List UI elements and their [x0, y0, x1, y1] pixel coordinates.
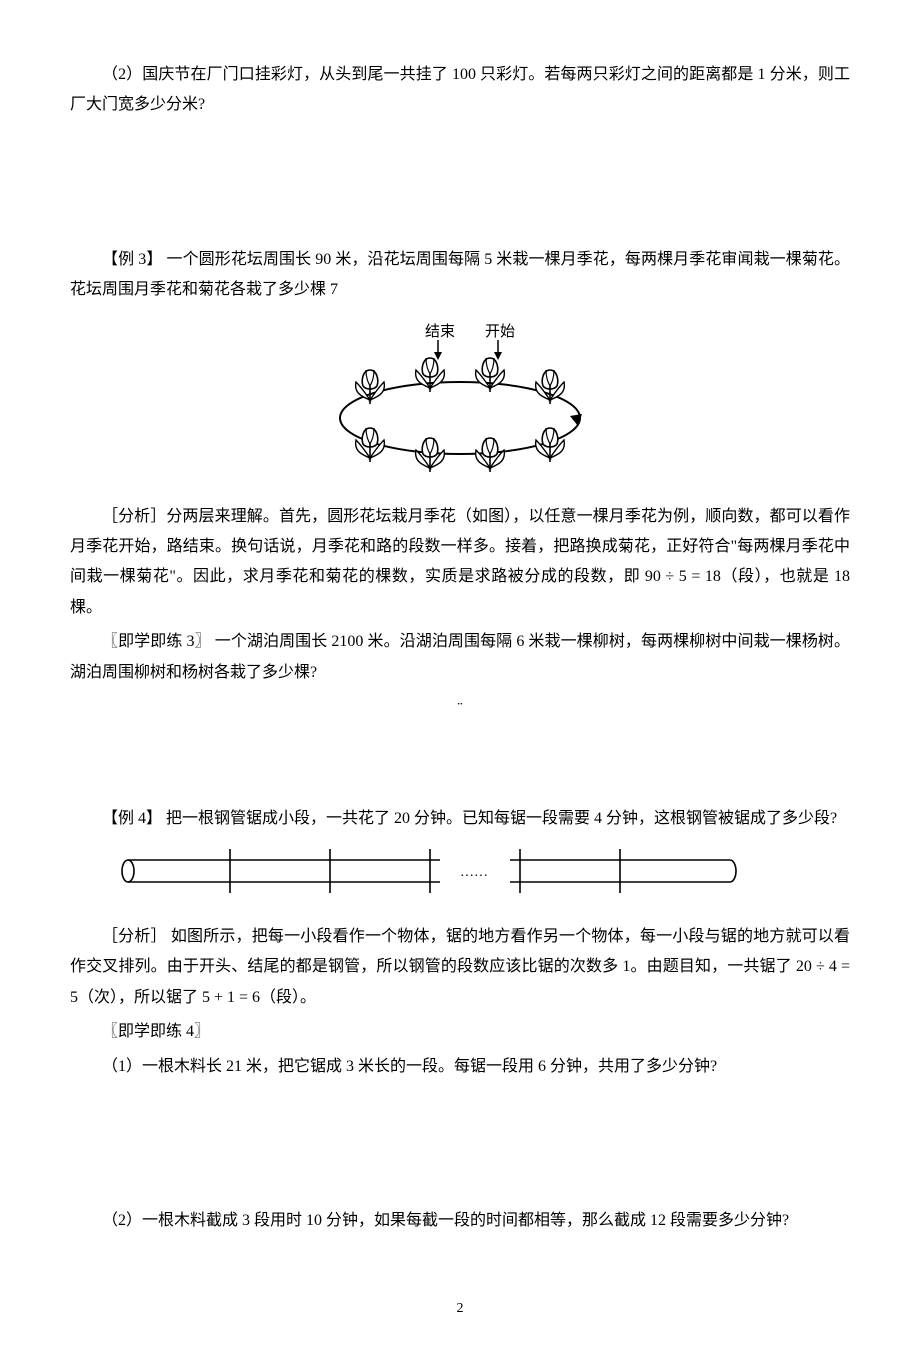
- question-2: （2）国庆节在厂门口挂彩灯，从头到尾一共挂了 100 只彩灯。若每两只彩灯之间的…: [70, 60, 850, 121]
- example-4-practice-2: （2）一根木料截成 3 段用时 10 分钟，如果每截一段的时间都相等，那么截成 …: [70, 1206, 850, 1236]
- label-end: 结束: [425, 323, 455, 340]
- spacer: [70, 1086, 850, 1206]
- svg-text:……: ……: [460, 865, 488, 880]
- spacer: [70, 724, 850, 804]
- spacer: [70, 125, 850, 245]
- example-4-practice-head: 〖即学即练 4〗: [70, 1017, 850, 1047]
- example-4-figure: ……: [110, 843, 850, 910]
- dots-mark: ¨: [70, 694, 850, 724]
- example-4-practice-1: （1）一根木料长 21 米，把它锯成 3 米长的一段。每锯一段用 6 分钟，共用…: [70, 1052, 850, 1082]
- page-number: 2: [70, 1296, 850, 1323]
- example-3-figure: 结束 开始: [70, 318, 850, 488]
- example-3-practice: 〖即学即练 3〗 一个湖泊周围长 2100 米。沿湖泊周围每隔 6 米栽一棵柳树…: [70, 627, 850, 688]
- example-3-title: 【例 3】 一个圆形花坛周围长 90 米，沿花坛周围每隔 5 米栽一棵月季花，每…: [70, 245, 850, 306]
- example-4-title: 【例 4】 把一根钢管锯成小段，一共花了 20 分钟。已知每锯一段需要 4 分钟…: [70, 804, 850, 834]
- label-start: 开始: [485, 323, 515, 340]
- example-3-analysis: ［分析］分两层来理解。首先，圆形花坛栽月季花（如图），以任意一棵月季花为例，顺向…: [70, 502, 850, 624]
- example-4-analysis: ［分析］ 如图所示，把每一小段看作一个物体，锯的地方看作另一个物体，每一小段与锯…: [70, 922, 850, 1013]
